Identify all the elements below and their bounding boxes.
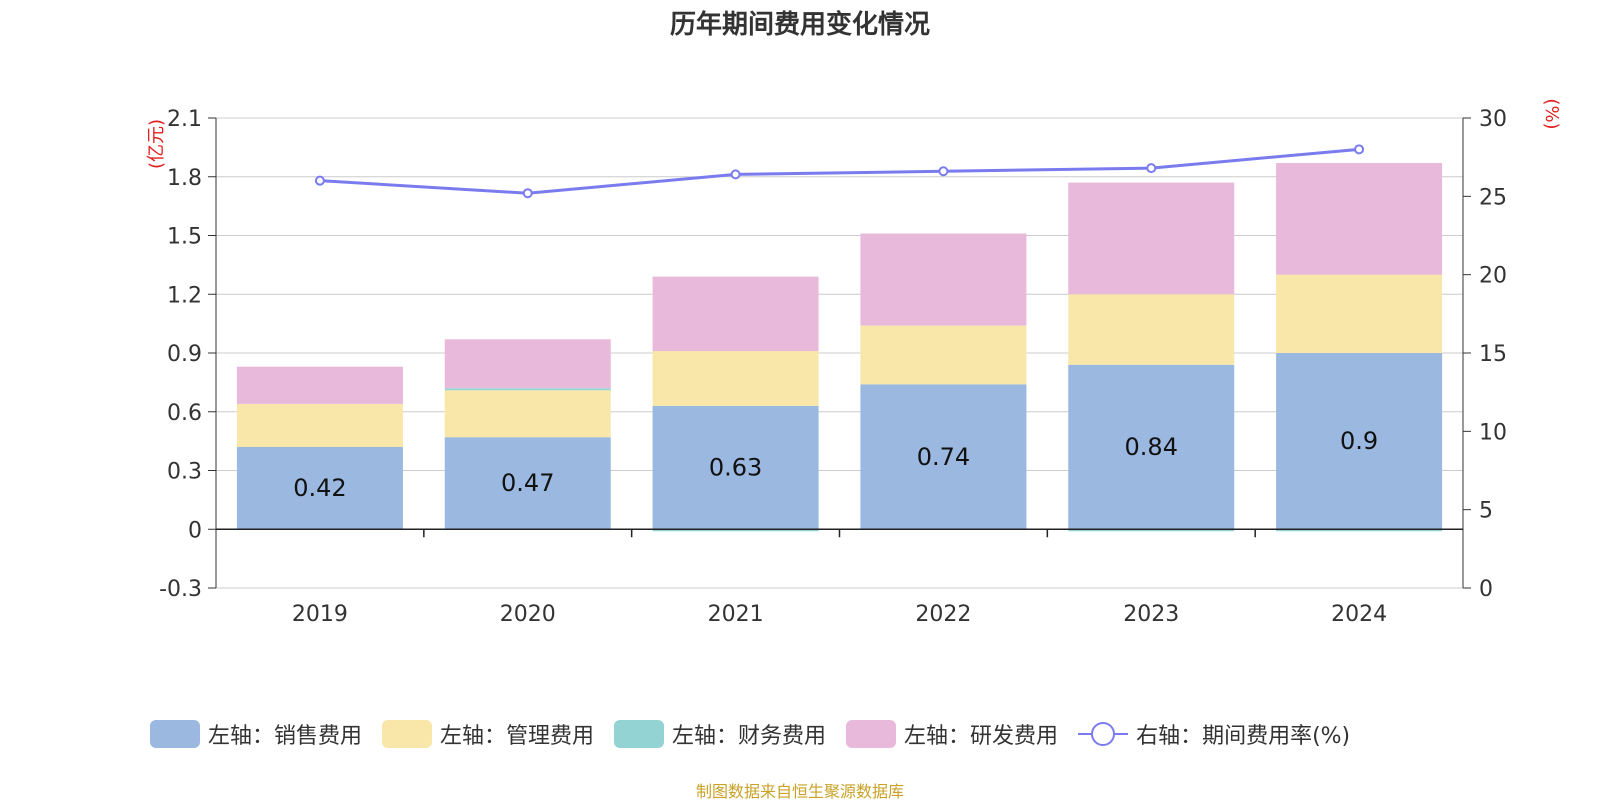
legend-label-admin: 左轴：管理费用 xyxy=(440,724,595,749)
legend-label-rd: 左轴：研发费用 xyxy=(904,724,1059,749)
x-tick-label: 2020 xyxy=(500,602,556,627)
legend-swatch-finance xyxy=(614,720,665,748)
bar-2-2021 xyxy=(652,529,819,532)
bar-3-2020 xyxy=(444,339,611,389)
bar-data-label: 0.9 xyxy=(1340,427,1378,455)
bar-data-label: 0.74 xyxy=(917,443,970,471)
legend-swatch-admin xyxy=(382,720,433,748)
legend-swatch-expense-rate xyxy=(1078,720,1129,748)
bar-0-2022 xyxy=(860,384,1027,530)
left-tick-label: 0.3 xyxy=(167,460,202,485)
source-note: 制图数据来自恒生聚源数据库 xyxy=(695,782,904,801)
legend-item-sales[interactable]: 左轴：销售费用 xyxy=(150,718,362,750)
x-tick-label: 2019 xyxy=(292,602,348,627)
bar-2-2020 xyxy=(444,388,611,391)
bar-3-2023 xyxy=(1068,182,1235,295)
right-tick-label: 0 xyxy=(1479,577,1493,602)
bar-data-label: 0.47 xyxy=(501,469,554,497)
left-tick-label: 1.2 xyxy=(167,283,202,308)
bar-1-2024 xyxy=(1276,274,1443,353)
bar-1-2019 xyxy=(236,403,403,447)
left-tick-label: 2.1 xyxy=(167,107,202,132)
bar-1-2023 xyxy=(1068,294,1235,365)
x-tick-label: 2024 xyxy=(1331,602,1387,627)
left-tick-label: -0.3 xyxy=(159,577,202,602)
bar-1-2021 xyxy=(652,351,819,406)
legend-label-expense-rate: 右轴：期间费用率(%) xyxy=(1136,724,1351,749)
expense-rate-point xyxy=(1146,163,1157,174)
right-tick-label: 30 xyxy=(1479,107,1507,132)
bar-0-2023 xyxy=(1068,364,1235,530)
bar-0-2020 xyxy=(444,437,611,530)
x-tick-label: 2021 xyxy=(708,602,764,627)
bar-1-2022 xyxy=(860,325,1027,385)
right-axis-unit: (%) xyxy=(1541,98,1562,129)
left-axis-unit: (亿元) xyxy=(146,119,167,169)
expense-rate-point xyxy=(522,188,533,199)
bar-data-label: 0.84 xyxy=(1125,433,1178,461)
bar-3-2021 xyxy=(652,276,819,352)
bar-2-2023 xyxy=(1068,529,1235,532)
left-tick-label: 1.8 xyxy=(167,166,202,191)
bar-3-2019 xyxy=(236,366,403,404)
legend-label-finance: 左轴：财务费用 xyxy=(672,724,827,749)
legend-item-finance[interactable]: 左轴：财务费用 xyxy=(614,718,826,750)
bar-0-2021 xyxy=(652,405,819,530)
bar-1-2020 xyxy=(444,390,611,438)
x-tick-label: 2023 xyxy=(1123,602,1179,627)
bar-data-label: 0.63 xyxy=(709,454,762,482)
legend-label-sales: 左轴：销售费用 xyxy=(208,724,363,749)
left-tick-label: 1.5 xyxy=(167,225,202,250)
expense-rate-point xyxy=(1354,144,1365,155)
bar-0-2019 xyxy=(236,447,403,530)
legend-swatch-sales xyxy=(150,720,200,748)
left-tick-label: 0.6 xyxy=(167,401,202,426)
legend-item-rd[interactable]: 左轴：研发费用 xyxy=(846,718,1058,750)
left-tick-label: 0.9 xyxy=(167,342,202,367)
expense-rate-point xyxy=(938,166,949,177)
bar-data-label: 0.42 xyxy=(293,474,346,502)
right-tick-label: 20 xyxy=(1479,264,1507,289)
expense-rate-point xyxy=(730,169,741,180)
legend-swatch-rd xyxy=(846,720,897,748)
expense-rate-line xyxy=(319,147,1360,195)
chart-title: 历年期间费用变化情况 xyxy=(669,10,930,40)
legend-item-expense-rate[interactable]: 右轴：期间费用率(%) xyxy=(1078,718,1350,750)
right-tick-label: 15 xyxy=(1479,342,1507,367)
bar-0-2024 xyxy=(1276,353,1443,530)
left-tick-label: 0 xyxy=(188,518,202,543)
right-tick-label: 10 xyxy=(1479,420,1507,445)
bar-3-2022 xyxy=(860,233,1027,326)
legend-item-admin[interactable]: 左轴：管理费用 xyxy=(382,718,594,750)
expense-rate-point xyxy=(314,175,325,186)
bar-2-2024 xyxy=(1276,529,1443,532)
legend: 左轴：销售费用 左轴：管理费用 左轴：财务费用 左轴：研发费用 右轴：期间费用率… xyxy=(150,718,1370,750)
bar-3-2024 xyxy=(1276,163,1443,275)
right-tick-label: 5 xyxy=(1479,499,1493,524)
right-tick-label: 25 xyxy=(1479,185,1507,210)
x-tick-label: 2022 xyxy=(915,602,971,627)
